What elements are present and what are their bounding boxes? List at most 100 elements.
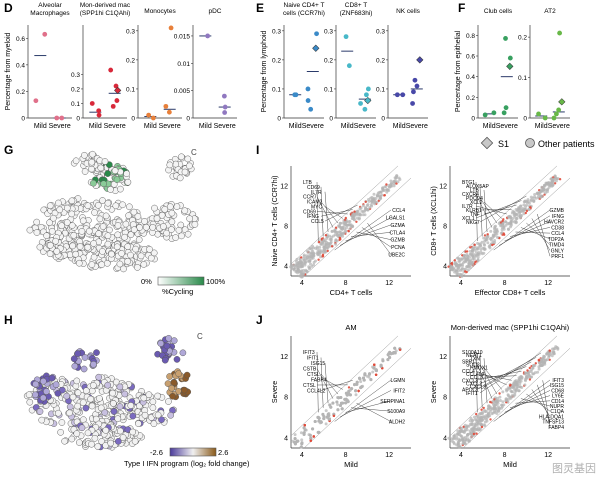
colorbar-cycling-max: 100% <box>206 277 226 286</box>
data-point <box>362 106 368 112</box>
cell-marker <box>48 374 56 382</box>
gene-point <box>537 367 541 371</box>
gene-point <box>488 405 492 409</box>
gene-label: CTLA4 <box>389 230 405 236</box>
diagonal-lower <box>303 177 412 277</box>
gene-label: KLRB1 <box>466 208 482 214</box>
cell-marker <box>186 215 193 223</box>
gene-point <box>453 262 457 266</box>
highlighted-gene-point <box>330 245 334 248</box>
gene-point <box>386 188 390 192</box>
data-point <box>150 115 156 121</box>
subplot-club-cells: Club cells 0 0.2 0.4 0.6 0.8 Mild Severe <box>466 8 518 130</box>
gene-point <box>495 232 499 236</box>
gene-point <box>496 396 500 400</box>
cell-marker <box>170 379 178 386</box>
gene-point <box>393 351 397 355</box>
x-tick-label: 8 <box>344 280 348 287</box>
cell-marker <box>58 419 66 426</box>
diagonal-upper <box>290 335 399 436</box>
gene-label-line <box>498 215 551 246</box>
gene-point <box>296 262 299 266</box>
gene-point <box>499 231 503 235</box>
gene-point <box>514 208 518 211</box>
highlighted-gene-point <box>498 392 501 395</box>
x-tick-label: 12 <box>385 452 393 459</box>
cell-marker <box>114 438 122 445</box>
gene-point <box>397 176 401 180</box>
gene-point <box>348 227 352 231</box>
highlighted-gene-point <box>347 386 351 389</box>
gene-point <box>340 407 344 411</box>
y-tick-label: 12 <box>439 354 447 361</box>
x-tick-label: 8 <box>344 452 348 459</box>
gene-label-line <box>367 222 392 255</box>
gene-point <box>521 208 525 212</box>
y-tick-label: 0 <box>131 116 135 123</box>
cell-marker <box>145 391 153 399</box>
y-tick-label: 0.3 <box>272 28 281 35</box>
cell-marker <box>96 395 103 402</box>
gene-point <box>389 183 392 187</box>
colorbar-cycling: 0% 100% %Cycling <box>141 276 226 296</box>
cell-marker <box>165 398 172 405</box>
data-point <box>536 111 541 117</box>
data-point <box>503 105 509 111</box>
gene-point <box>319 255 323 259</box>
gene-label-line <box>483 204 517 215</box>
gene-point <box>458 257 462 261</box>
gene-point <box>314 259 317 263</box>
highlighted-gene-point <box>537 358 540 362</box>
data-point <box>163 103 169 109</box>
gene-label-line <box>479 197 498 224</box>
highlighted-gene-point <box>332 414 336 417</box>
gene-label: CD38 <box>551 225 564 231</box>
gene-point <box>491 234 495 238</box>
highlighted-gene-point <box>474 260 477 264</box>
gene-point <box>512 394 516 398</box>
gene-point <box>513 212 516 216</box>
cell-marker <box>154 411 162 419</box>
gene-label-line <box>339 390 392 418</box>
gene-point <box>506 388 510 392</box>
gene-point <box>354 389 358 393</box>
gene-point <box>345 226 348 230</box>
gene-point <box>302 431 306 435</box>
gene-point <box>539 194 543 198</box>
highlighted-gene-point <box>395 182 398 185</box>
cell-marker <box>46 241 54 249</box>
cell-marker <box>135 236 143 244</box>
gene-label-line <box>479 364 498 395</box>
cell-marker <box>107 186 114 193</box>
gene-point <box>456 269 460 273</box>
x-category-label: Mild <box>199 123 212 130</box>
highlighted-gene-point <box>355 220 358 223</box>
gene-point <box>350 387 354 391</box>
gene-point <box>324 422 328 426</box>
gene-point <box>357 217 361 221</box>
cell-marker <box>73 377 81 385</box>
x-tick-label: 4 <box>300 452 304 459</box>
subplot-title: Club cells <box>484 8 513 15</box>
gene-label: ISG15 <box>550 383 564 389</box>
y-tick-label: 0.1 <box>518 75 527 82</box>
cell-marker <box>166 203 174 211</box>
data-point <box>414 83 420 89</box>
gene-point <box>336 408 340 412</box>
gene-point <box>550 354 554 358</box>
data-point <box>110 103 116 109</box>
legend-other-marker <box>525 138 535 148</box>
gene-label: UBE2C <box>388 253 405 259</box>
gene-point <box>363 372 367 376</box>
gene-point <box>300 262 304 266</box>
y-tick-label: 0.3 <box>126 28 135 35</box>
cell-marker <box>191 221 199 228</box>
highlighted-gene-point <box>326 249 329 253</box>
cell-marker <box>163 342 171 350</box>
gene-point <box>476 247 480 251</box>
y-tick-label: 8 <box>284 224 288 231</box>
gene-point <box>317 253 321 257</box>
gene-label: CSTB <box>303 367 317 373</box>
cell-marker <box>52 237 59 245</box>
data-point <box>33 98 39 104</box>
